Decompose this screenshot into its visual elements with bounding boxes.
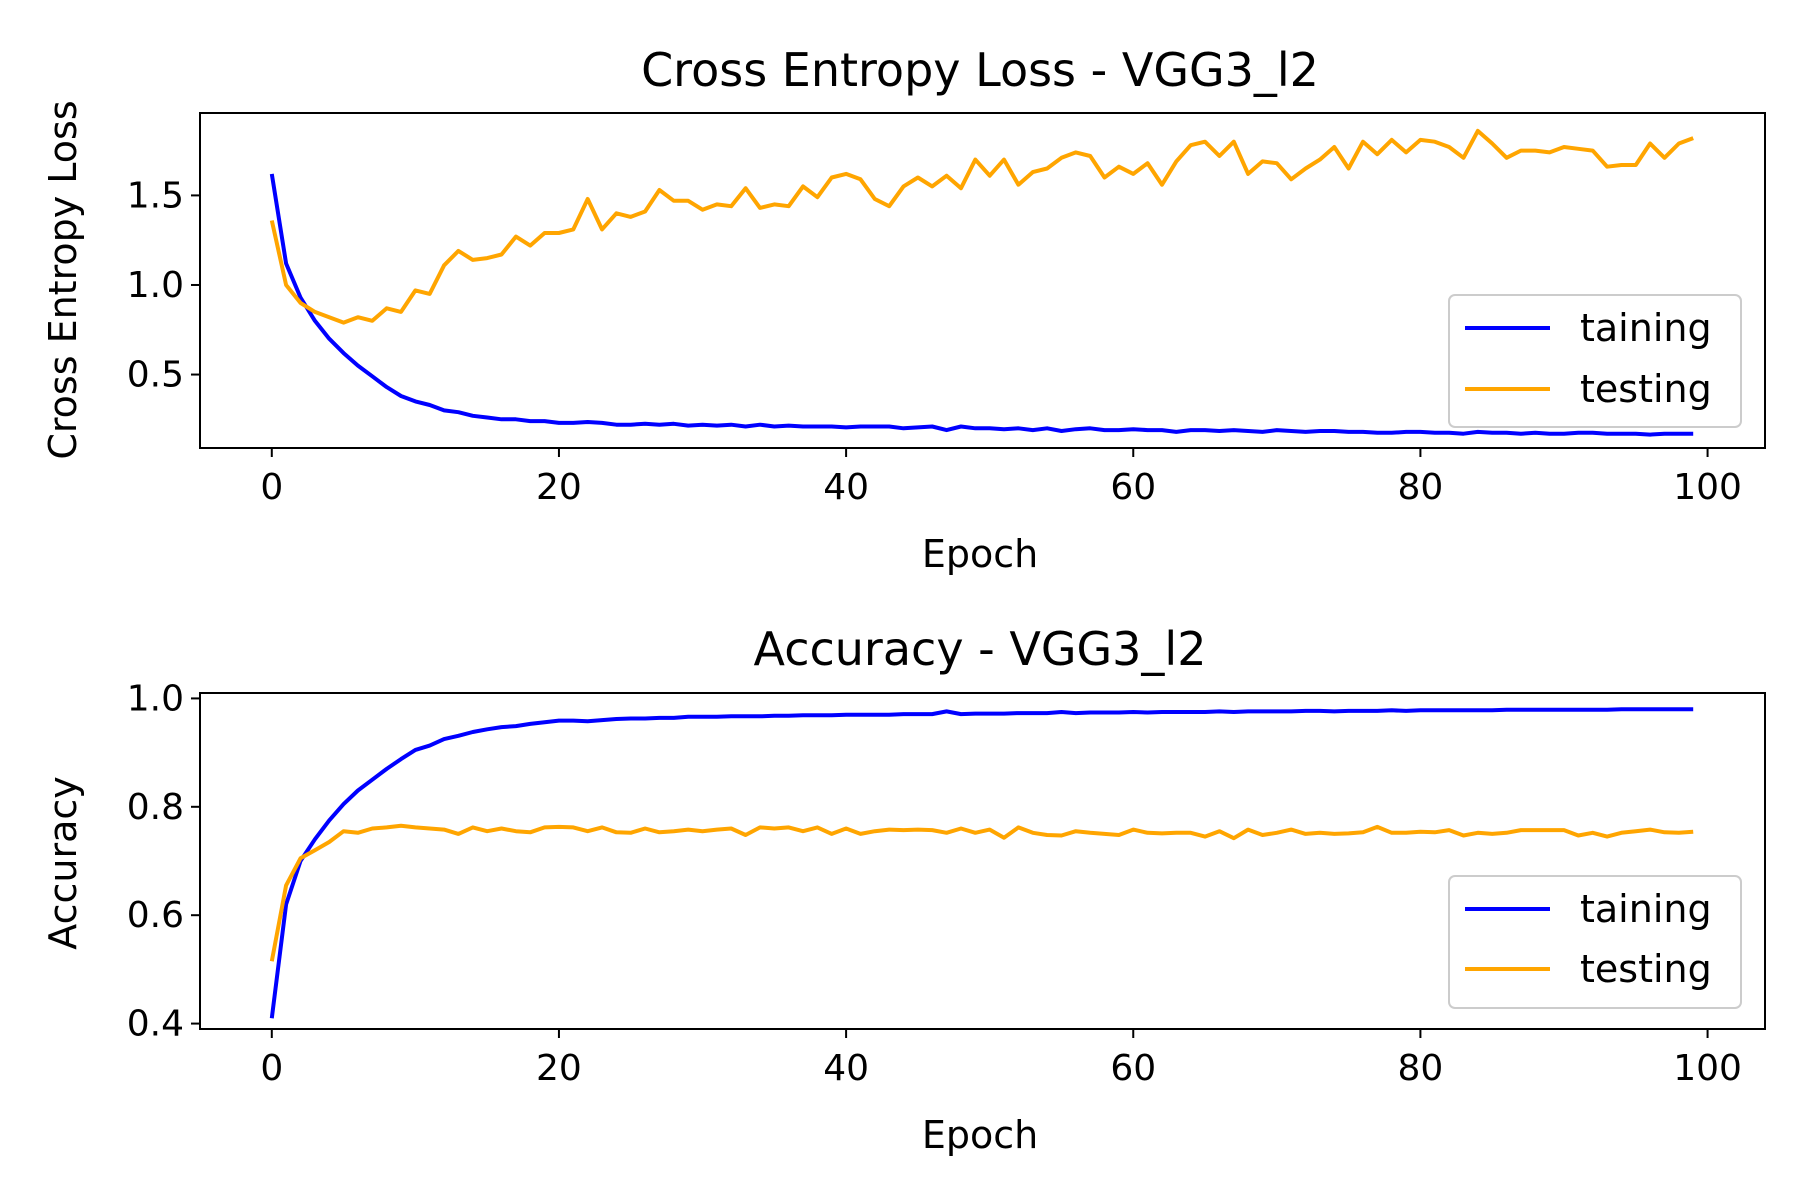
legend-label-testing: testing	[1580, 367, 1712, 411]
legend-label-training: taining	[1580, 887, 1712, 931]
x-tick-label: 60	[1110, 467, 1156, 508]
x-tick-label: 40	[823, 467, 869, 508]
x-tick-label: 80	[1398, 467, 1444, 508]
y-ticks: 0.5 1.0 1.5	[127, 175, 200, 396]
chart-title: Accuracy - VGG3_l2	[754, 622, 1207, 676]
y-tick-label: 0.6	[127, 895, 184, 936]
y-tick-label: 0.8	[127, 787, 184, 828]
x-tick-label: 100	[1673, 467, 1742, 508]
y-axis-label: Cross Entropy Loss	[41, 100, 85, 459]
x-tick-label: 40	[823, 1048, 869, 1089]
x-tick-label: 20	[536, 1048, 582, 1089]
x-tick-label: 20	[536, 467, 582, 508]
x-tick-label: 0	[260, 467, 283, 508]
y-tick-label: 0.5	[127, 355, 184, 396]
chart-title: Cross Entropy Loss - VGG3_l2	[641, 43, 1319, 97]
data-lines	[269, 128, 1694, 437]
legend-label-training: taining	[1580, 306, 1712, 350]
y-tick-label: 1.0	[127, 265, 184, 306]
legend: taining testing	[1448, 294, 1742, 428]
plot-frame	[199, 692, 1766, 1030]
y-tick-label: 0.4	[127, 1004, 184, 1045]
y-tick-label: 1.0	[127, 678, 184, 719]
x-ticks: 0 20 40 60 80 100	[260, 448, 1742, 508]
data-lines	[269, 707, 1694, 1019]
x-axis-label: Epoch	[922, 532, 1038, 576]
x-tick-label: 0	[260, 1048, 283, 1089]
legend: taining testing	[1448, 875, 1742, 1009]
series-line-testing	[269, 128, 1694, 325]
series-line-taining	[269, 173, 1694, 437]
y-ticks: 0.4 0.6 0.8 1.0	[127, 678, 200, 1045]
x-tick-label: 100	[1673, 1048, 1742, 1089]
y-axis-label: Accuracy	[41, 776, 85, 950]
x-ticks: 0 20 40 60 80 100	[260, 1029, 1742, 1089]
x-tick-label: 60	[1110, 1048, 1156, 1089]
series-line-testing	[269, 823, 1694, 962]
x-axis-label: Epoch	[922, 1113, 1038, 1157]
y-tick-label: 1.5	[127, 175, 184, 216]
loss-subplot: Cross Entropy Loss - VGG3_l2 Cross Entro…	[41, 43, 1766, 576]
series-line-taining	[269, 707, 1694, 1019]
legend-label-testing: testing	[1580, 947, 1712, 991]
accuracy-subplot: Accuracy - VGG3_l2 Accuracy Epoch 0.4 0.6…	[41, 622, 1766, 1157]
x-tick-label: 80	[1398, 1048, 1444, 1089]
plot-frame	[199, 112, 1766, 449]
